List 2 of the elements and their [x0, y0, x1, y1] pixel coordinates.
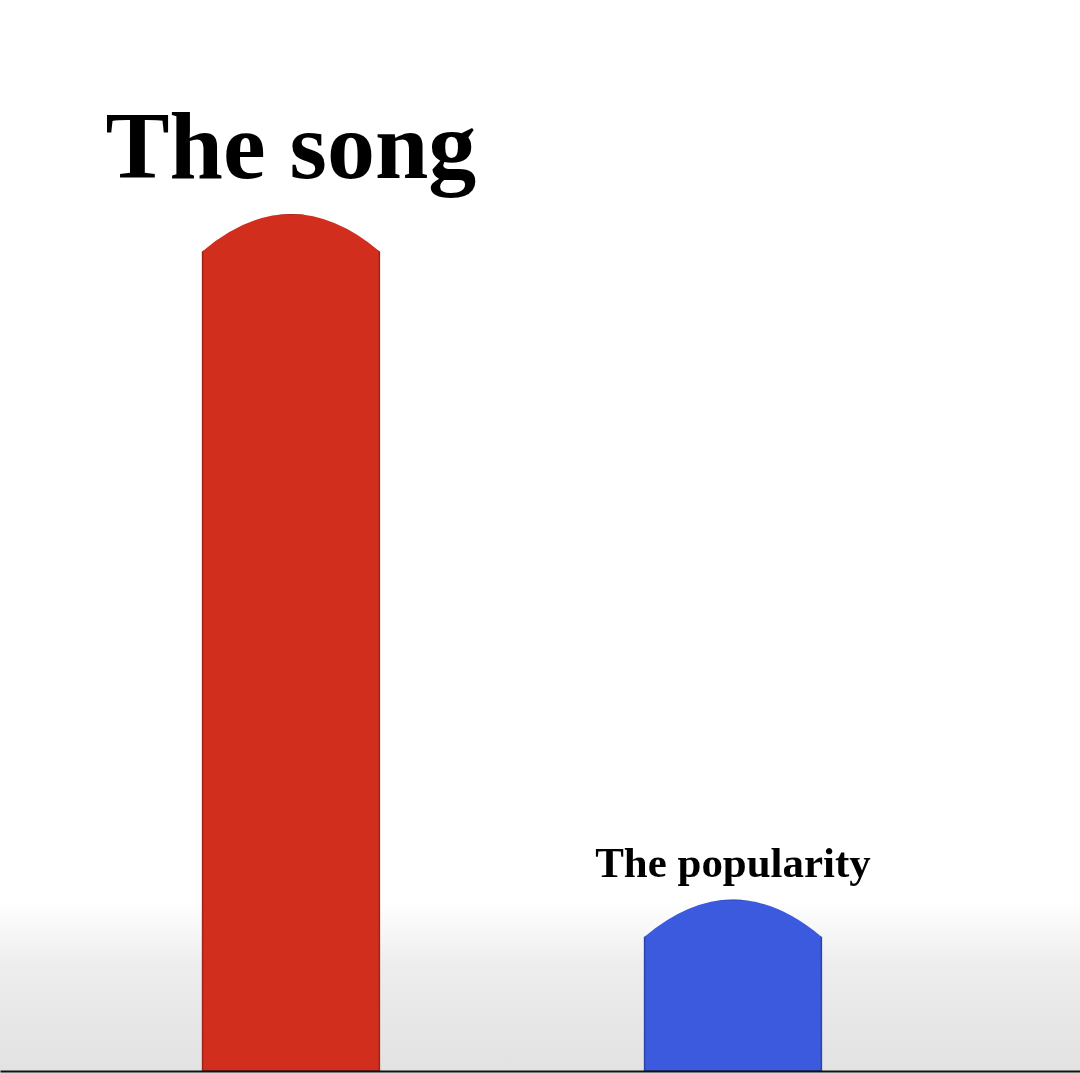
annotation: The popularity [595, 838, 872, 886]
text: The song [105, 92, 477, 199]
